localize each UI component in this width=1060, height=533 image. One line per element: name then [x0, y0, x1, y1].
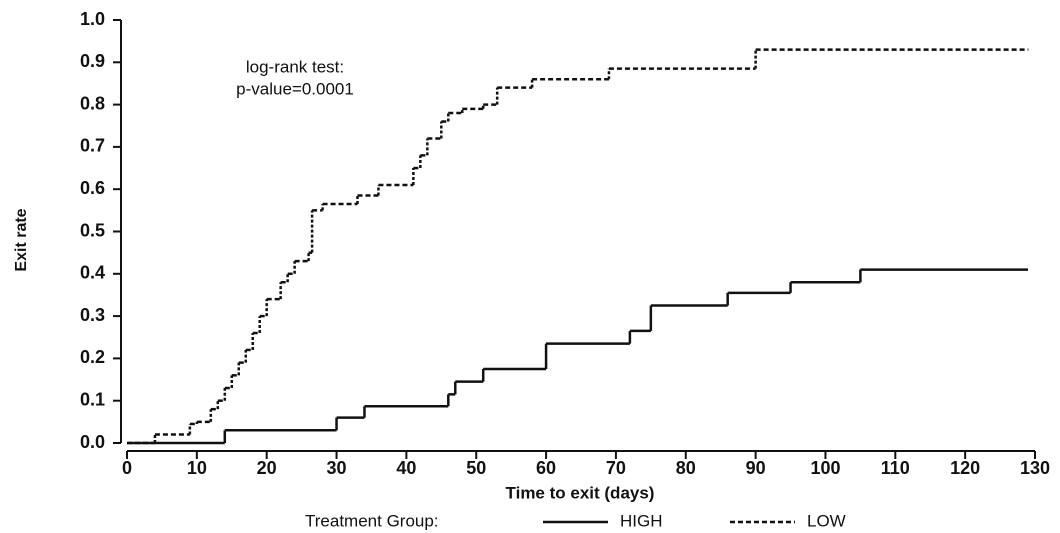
legend-title: Treatment Group:	[305, 511, 439, 530]
x-tick-label: 80	[676, 458, 696, 478]
legend-label: LOW	[807, 511, 846, 530]
x-tick-label: 20	[257, 458, 277, 478]
y-tick-label: 1.0	[80, 9, 105, 29]
x-tick-label: 130	[1020, 458, 1050, 478]
x-tick-label: 10	[187, 458, 207, 478]
x-tick-label: 60	[536, 458, 556, 478]
x-tick-label: 110	[881, 458, 910, 478]
x-tick-label: 0	[122, 458, 132, 478]
x-tick-label: 30	[327, 458, 347, 478]
y-tick-label: 0.2	[80, 347, 105, 367]
y-tick-label: 0.8	[80, 93, 105, 113]
y-tick-label: 0.0	[80, 432, 105, 452]
y-tick-label: 0.9	[80, 51, 105, 71]
annotation: p-value=0.0001	[236, 79, 354, 98]
y-tick-label: 0.5	[80, 220, 105, 240]
x-tick-label: 70	[606, 458, 626, 478]
y-tick-label: 0.1	[80, 389, 105, 409]
x-tick-label: 50	[466, 458, 486, 478]
y-tick-label: 0.7	[80, 136, 105, 156]
x-tick-label: 40	[396, 458, 416, 478]
y-tick-label: 0.3	[80, 305, 105, 325]
x-axis-label: Time to exit (days)	[506, 483, 655, 502]
x-tick-label: 120	[950, 458, 980, 478]
x-tick-label: 90	[746, 458, 766, 478]
y-tick-label: 0.6	[80, 178, 105, 198]
annotation: log-rank test:	[246, 57, 344, 76]
legend-label: HIGH	[620, 511, 663, 530]
x-tick-label: 100	[810, 458, 840, 478]
y-tick-label: 0.4	[80, 263, 105, 283]
y-axis-label: Exit rate	[13, 208, 30, 271]
